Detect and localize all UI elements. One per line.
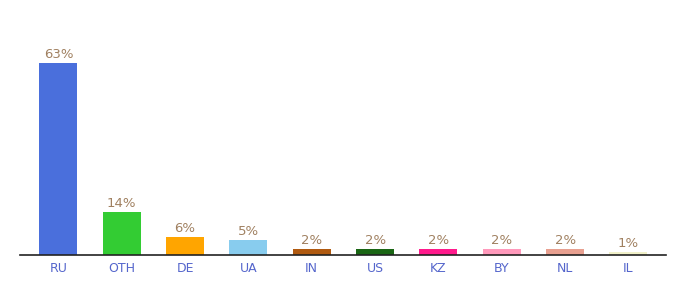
Text: 2%: 2% (554, 234, 576, 247)
Bar (356, 249, 394, 255)
Text: 5%: 5% (238, 225, 259, 238)
Bar (292, 249, 330, 255)
Text: 63%: 63% (44, 48, 73, 61)
Bar (229, 240, 267, 255)
Text: 2%: 2% (364, 234, 386, 247)
Text: 2%: 2% (491, 234, 512, 247)
Text: 1%: 1% (618, 237, 639, 250)
Text: 6%: 6% (175, 222, 196, 235)
Bar (103, 212, 141, 255)
Bar (39, 63, 78, 255)
Bar (420, 249, 458, 255)
Bar (166, 237, 204, 255)
Bar (546, 249, 584, 255)
Text: 2%: 2% (428, 234, 449, 247)
Text: 14%: 14% (107, 197, 137, 210)
Text: 2%: 2% (301, 234, 322, 247)
Bar (609, 252, 647, 255)
Bar (483, 249, 521, 255)
